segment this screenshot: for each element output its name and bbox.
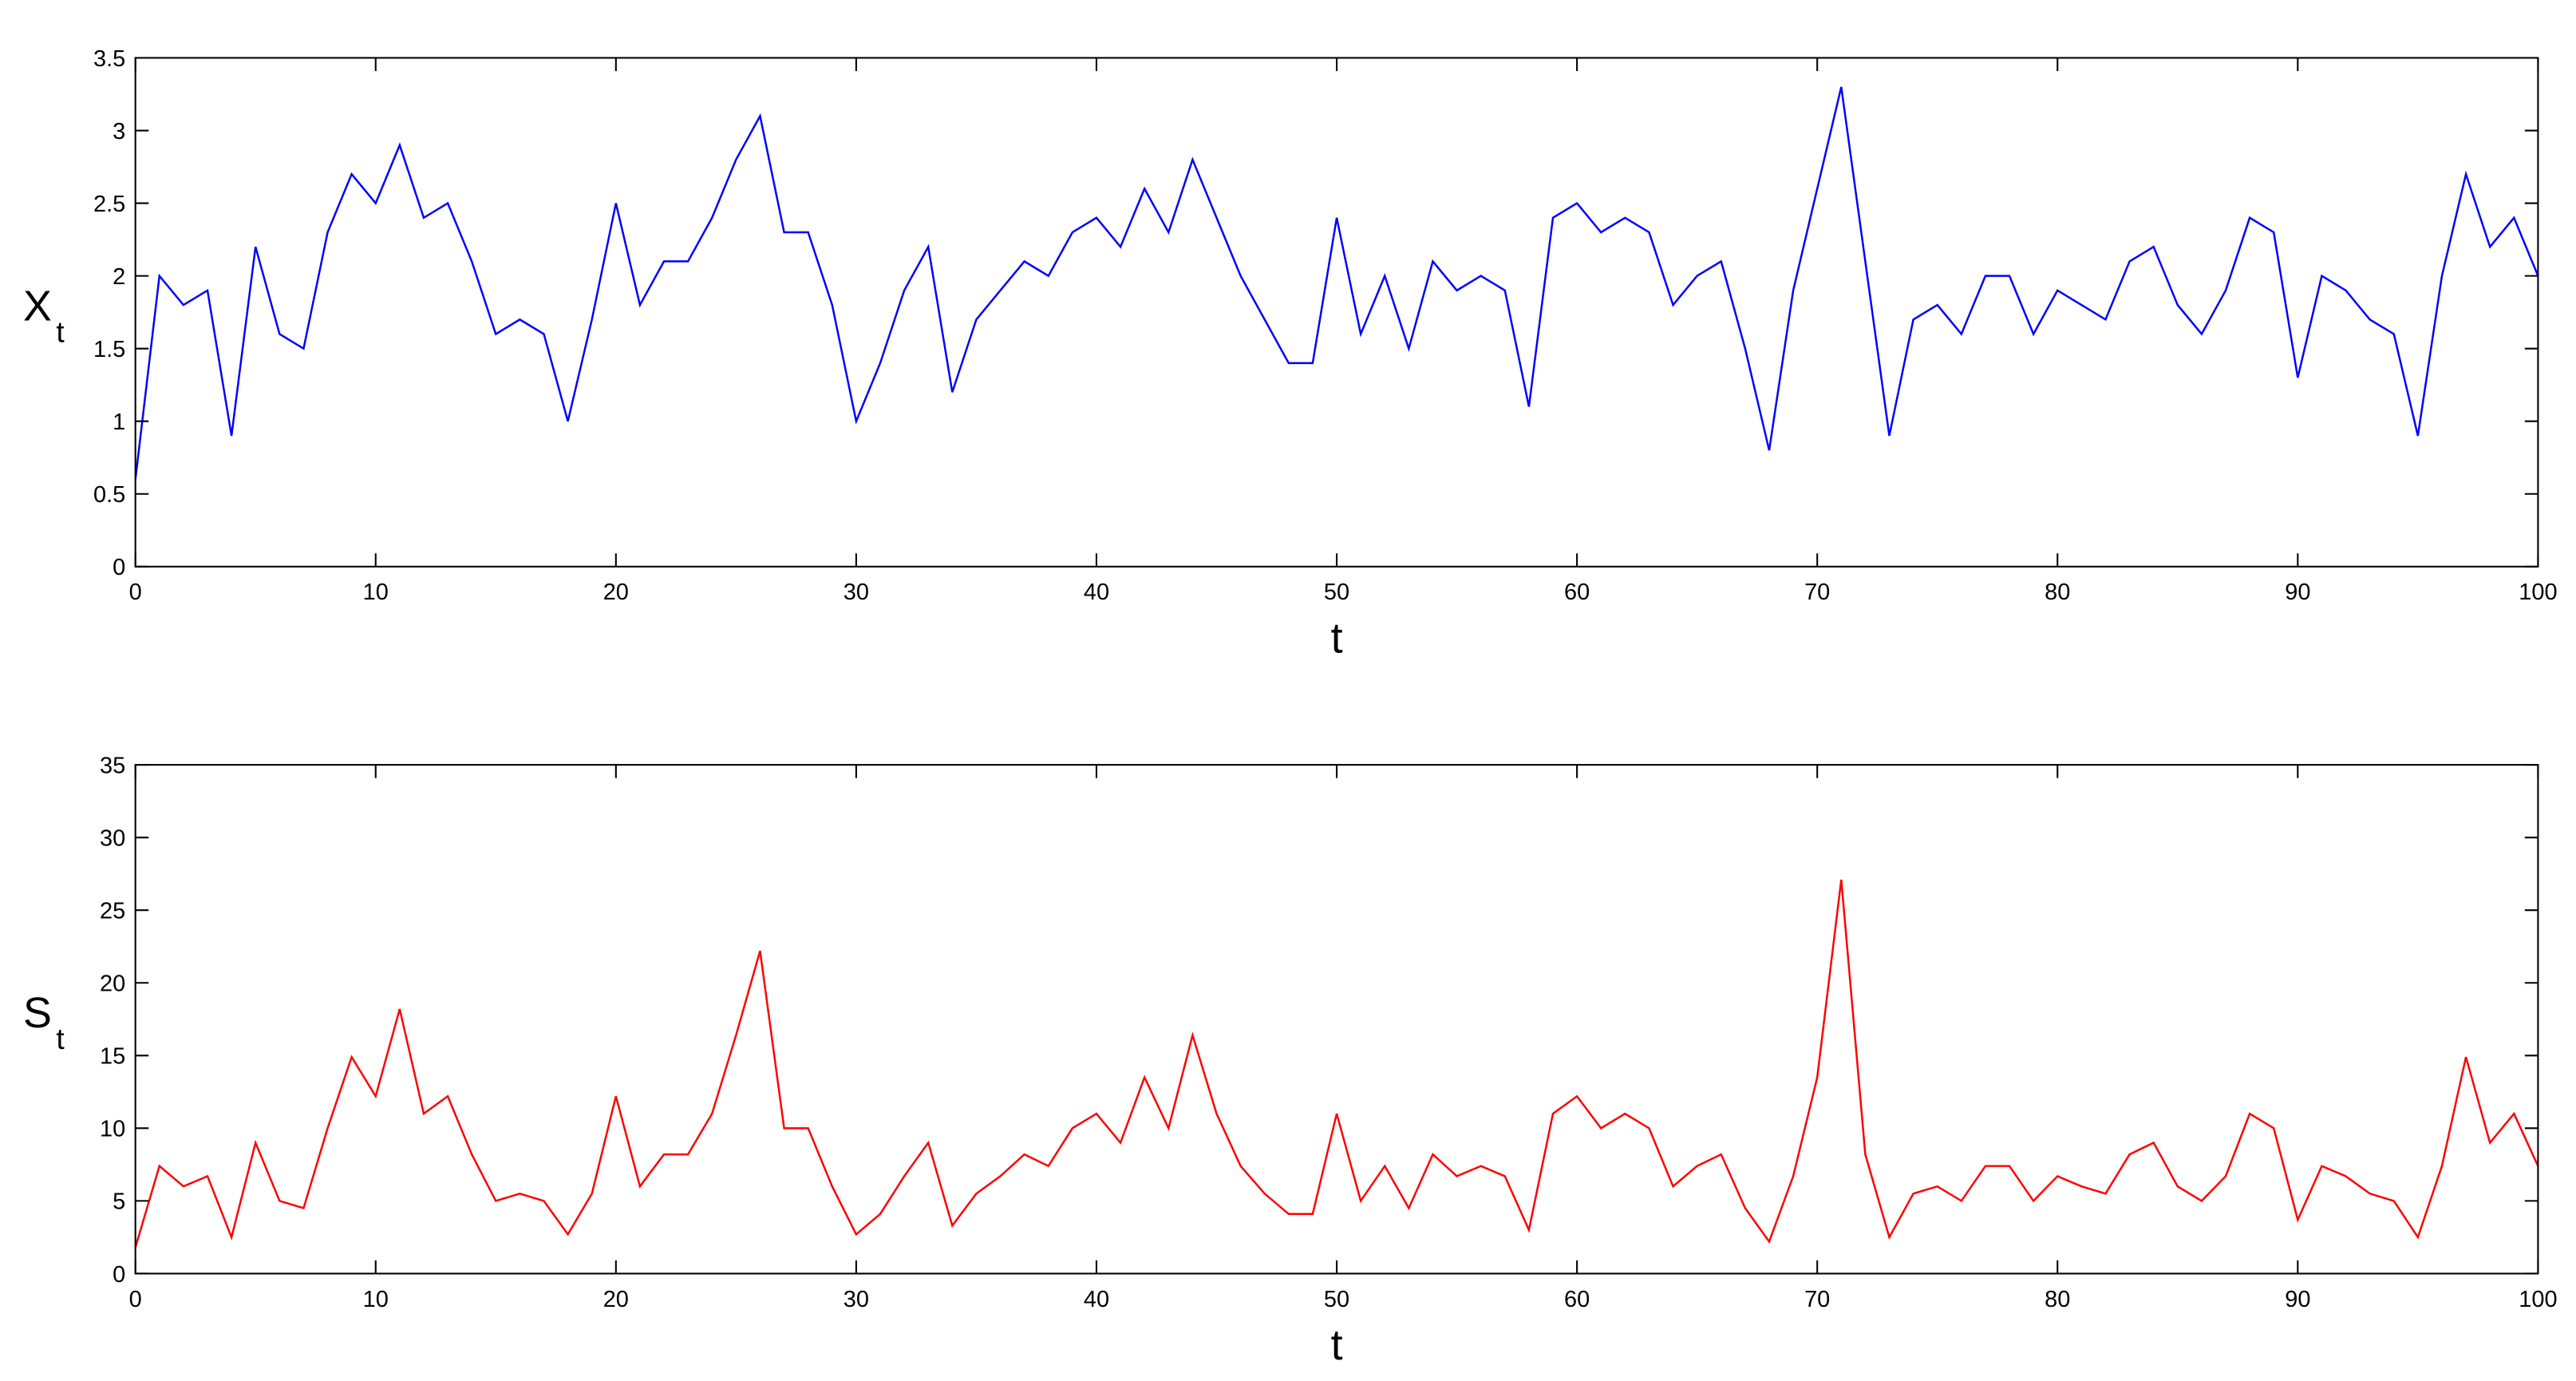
y-tick-label: 25	[100, 899, 125, 924]
y-tick-label: 2.5	[93, 192, 125, 217]
y-tick-label: 2	[113, 264, 125, 290]
x-tick-label: 80	[2045, 1287, 2070, 1312]
y-tick-label: 3.5	[93, 46, 125, 72]
x-tick-label: 50	[1324, 580, 1349, 605]
x-tick-label: 50	[1324, 1287, 1349, 1312]
y-tick-label: 20	[100, 971, 125, 997]
y-tick-label: 0	[113, 1262, 125, 1288]
plot-area	[135, 57, 2538, 567]
y-tick-label: 15	[100, 1044, 125, 1070]
x-tick-label: 40	[1084, 580, 1109, 605]
x-tick-label: 70	[1804, 580, 1830, 605]
y-axis-label-sub: t	[56, 1022, 65, 1055]
y-tick-label: 10	[100, 1117, 125, 1142]
y-tick-label: 1.5	[93, 337, 125, 362]
x-axis-label: t	[1331, 1321, 1343, 1369]
y-axis-label: S	[23, 989, 52, 1037]
x-tick-label: 100	[2519, 580, 2557, 605]
y-tick-label: 1	[113, 410, 125, 435]
x-tick-label: 10	[363, 580, 389, 605]
x-tick-label: 90	[2285, 1287, 2310, 1312]
y-tick-label: 5	[113, 1189, 125, 1215]
y-axis-label: X	[23, 282, 52, 330]
x-tick-label: 60	[1564, 580, 1590, 605]
plot-area	[135, 765, 2538, 1274]
x-tick-label: 0	[129, 580, 142, 605]
x-tick-label: 0	[129, 1287, 142, 1312]
x-tick-label: 40	[1084, 1287, 1109, 1312]
x-axis-label: t	[1331, 614, 1343, 662]
x-tick-label: 70	[1804, 1287, 1830, 1312]
data-line	[134, 86, 2539, 480]
x-tick-label: 30	[844, 580, 869, 605]
y-tick-label: 0.5	[93, 482, 125, 508]
x-tick-label: 100	[2519, 1287, 2557, 1312]
x-tick-label: 20	[603, 580, 629, 605]
y-tick-label: 0	[113, 555, 125, 580]
y-tick-label: 30	[100, 826, 125, 852]
x-tick-label: 90	[2285, 580, 2310, 605]
data-line	[134, 879, 2539, 1248]
x-tick-label: 30	[844, 1287, 869, 1312]
x-tick-label: 80	[2045, 580, 2070, 605]
x-tick-label: 20	[603, 1287, 629, 1312]
y-axis-label-sub: t	[56, 315, 65, 348]
x-tick-label: 60	[1564, 1287, 1590, 1312]
x-tick-label: 10	[363, 1287, 389, 1312]
y-tick-label: 3	[113, 119, 125, 144]
y-tick-label: 35	[100, 753, 125, 778]
